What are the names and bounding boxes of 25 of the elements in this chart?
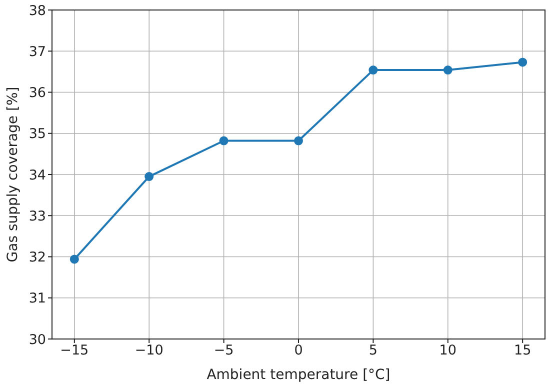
x-tick-label: −10 <box>134 342 164 359</box>
x-tick-label: −5 <box>214 342 234 359</box>
point <box>443 66 452 75</box>
y-tick-label: 33 <box>28 208 46 224</box>
x-tick-label: 10 <box>439 342 456 359</box>
y-tick-label: 35 <box>28 126 46 142</box>
point <box>294 136 303 146</box>
point <box>70 254 79 264</box>
point <box>518 58 528 67</box>
x-tick-label: −15 <box>60 342 89 359</box>
y-tick-label: 38 <box>28 2 46 19</box>
y-tick-label: 31 <box>28 290 46 307</box>
point <box>144 172 154 182</box>
y-tick-label: 32 <box>28 250 46 266</box>
x-axis-title: Ambient temperature [°C] <box>206 367 390 383</box>
y-tick-label: 30 <box>28 332 46 348</box>
point <box>368 66 378 75</box>
y-axis-title: Gas supply coverage [%] <box>4 86 21 262</box>
y-tick-label: 36 <box>28 85 46 102</box>
x-tick-label: 5 <box>368 342 378 359</box>
point <box>219 136 228 146</box>
x-tick-label: 15 <box>514 342 532 359</box>
x-tick-label: 0 <box>294 342 303 359</box>
y-tick-label: 34 <box>28 167 46 184</box>
y-tick-label: 37 <box>28 44 46 60</box>
